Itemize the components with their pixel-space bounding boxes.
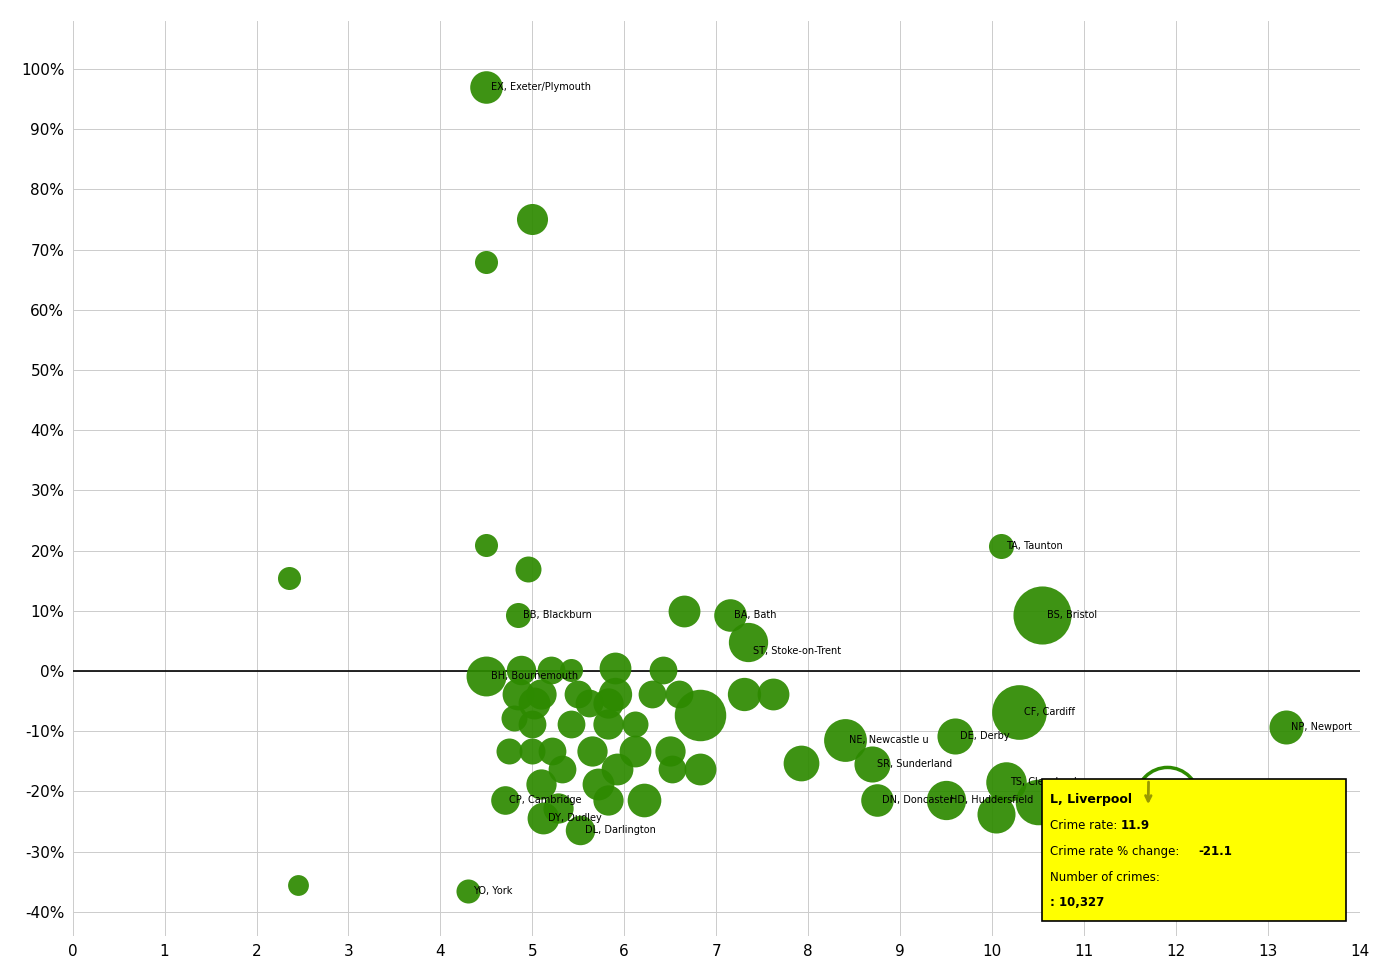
Point [1275,719,1297,735]
Point [596,695,619,710]
Point [493,793,516,808]
Point [498,743,520,759]
Point [596,793,619,808]
Text: LBD, Bradford: LBD, Bradford [1042,797,1111,808]
Point [862,757,884,772]
Text: DN, Doncaster: DN, Doncaster [881,796,954,806]
Text: -21.1: -21.1 [1198,845,1233,858]
Point [532,810,555,826]
Text: : 10,327: : 10,327 [1049,897,1104,909]
Point [475,79,498,95]
Point [569,822,591,838]
Text: 11.9: 11.9 [1120,819,1150,832]
Point [606,761,628,777]
Point [944,728,966,744]
Point [475,668,498,684]
Point [531,686,553,702]
Text: BA, Bath: BA, Bath [734,610,777,620]
Point [603,686,626,702]
Point [733,686,755,702]
Point [659,743,681,759]
Point [475,537,498,553]
Point [475,254,498,270]
Text: NP, Newport: NP, Newport [1290,722,1351,732]
Point [624,716,646,732]
Text: TS, Cleveland: TS, Cleveland [1011,777,1077,787]
Point [457,883,480,899]
Point [531,776,553,792]
Point [581,743,603,759]
Point [503,710,525,726]
Point [688,707,710,722]
Point [634,793,656,808]
Point [507,686,530,702]
Point [510,662,532,677]
Point [578,695,600,710]
Point [790,756,812,771]
Point [1155,790,1177,806]
Point [660,761,682,777]
FancyBboxPatch shape [1042,779,1346,921]
Point [1095,793,1118,808]
Point [507,608,530,623]
Text: TA, Taunton: TA, Taunton [1005,541,1062,551]
Text: Crime rate:: Crime rate: [1049,819,1120,832]
Point [669,686,691,702]
Point [546,801,569,816]
Point [521,212,543,227]
Text: CP, Cambridge: CP, Cambridge [509,796,582,806]
Point [521,716,543,732]
Text: CF, Cardiff: CF, Cardiff [1024,707,1074,717]
Point [866,793,888,808]
Point [560,716,582,732]
Text: BH, Bournemouth: BH, Bournemouth [491,670,578,681]
Text: DL, Darlington: DL, Darlington [585,825,656,836]
Point [719,608,741,623]
Point [560,662,582,677]
Point [588,776,610,792]
Text: EX, Exeter/Plymouth: EX, Exeter/Plymouth [491,82,591,92]
Text: L, Liverpool: L, Liverpool [1049,794,1131,807]
Point [652,662,674,677]
Text: NE, Newcastle u: NE, Newcastle u [849,735,929,745]
Text: Number of crimes:: Number of crimes: [1049,870,1159,884]
Text: SR, Sunderland: SR, Sunderland [877,760,952,769]
Point [994,774,1016,790]
Point [673,603,695,618]
Point [596,716,619,732]
Point [1031,608,1054,623]
Point [688,761,710,777]
Point [521,743,543,759]
Point [567,686,589,702]
Point [539,662,562,677]
Point [834,732,856,748]
Text: DY, Dudley: DY, Dudley [548,813,602,823]
Point [990,538,1012,554]
Text: YO, York: YO, York [473,886,512,896]
Point [286,877,309,893]
Text: WF, Wakefield: WF, Wakefield [1112,796,1180,806]
Point [523,695,545,710]
Point [603,661,626,676]
Point [517,561,539,576]
Text: BB, Blackburn: BB, Blackburn [523,610,592,620]
Text: Crime rate % change:: Crime rate % change: [1049,845,1183,858]
Point [641,686,663,702]
Text: HD, Huddersfield: HD, Huddersfield [951,796,1034,806]
Point [278,569,300,585]
Text: BS, Bristol: BS, Bristol [1047,610,1097,620]
Text: ST, Stoke-on-Trent: ST, Stoke-on-Trent [753,646,841,656]
Point [986,807,1008,822]
Point [550,761,573,777]
Point [624,743,646,759]
Point [762,686,784,702]
Point [541,743,563,759]
Point [737,634,759,650]
Point [1027,795,1049,810]
Text: DE, Derby: DE, Derby [959,731,1009,741]
Point [935,793,958,808]
Point [1008,704,1030,719]
